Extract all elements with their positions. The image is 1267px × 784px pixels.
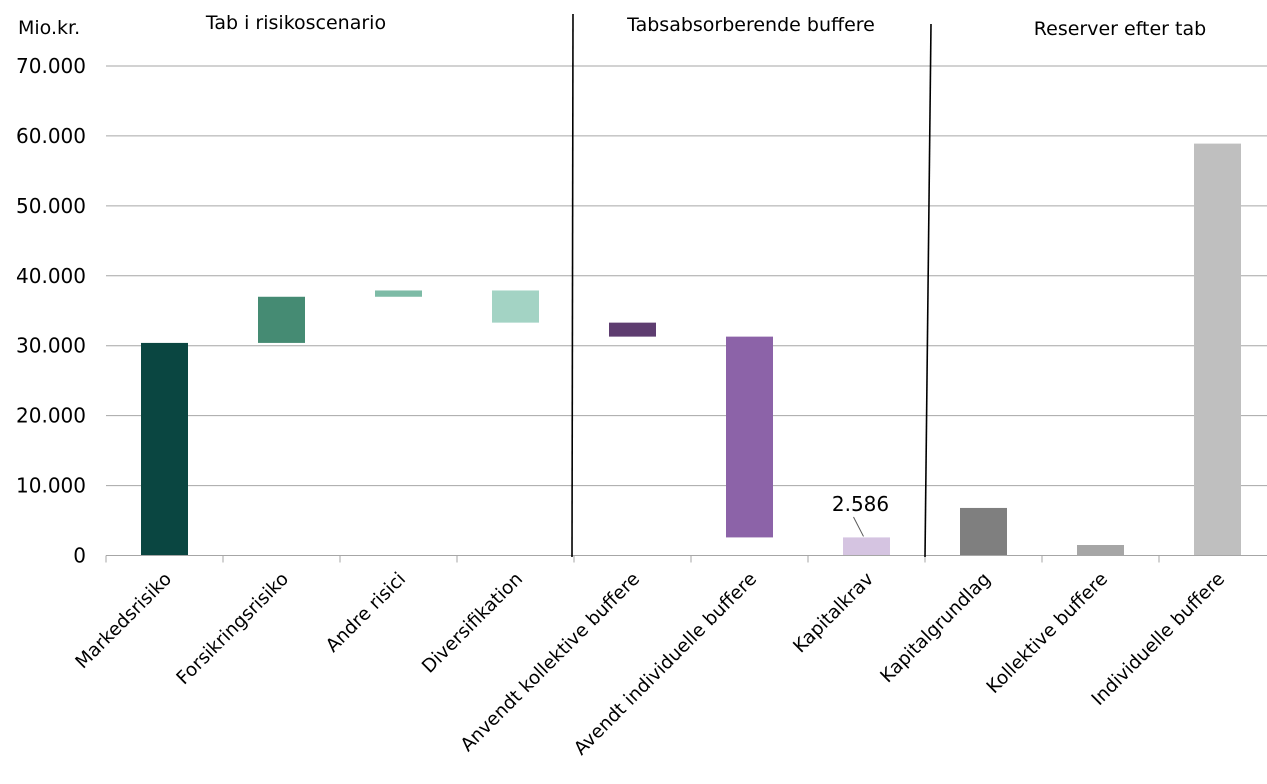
y-tick-label: 30.000 bbox=[16, 334, 86, 358]
bar bbox=[1077, 545, 1124, 556]
gridlines bbox=[106, 65, 1267, 487]
x-category-label: Kollektive buffere bbox=[983, 569, 1112, 698]
y-tick-label: 10.000 bbox=[16, 474, 86, 498]
x-category-label: Kapitalkrav bbox=[789, 569, 878, 658]
section-dividers bbox=[571, 13, 932, 558]
bar bbox=[375, 290, 422, 297]
y-tick-label: 70.000 bbox=[16, 54, 86, 78]
bar bbox=[609, 322, 656, 337]
bar bbox=[141, 342, 188, 556]
y-tick-label: 50.000 bbox=[16, 194, 86, 218]
x-category-label: Markedsrisiko bbox=[72, 569, 176, 673]
section-header: Reserver efter tab bbox=[1034, 18, 1206, 40]
bar bbox=[726, 336, 773, 538]
y-axis-unit-label: Mio.kr. bbox=[18, 17, 80, 39]
section-divider bbox=[924, 23, 932, 558]
data-label: 2.586 bbox=[832, 492, 889, 516]
section-divider bbox=[571, 13, 574, 558]
x-category-label: Individuelle buffere bbox=[1088, 569, 1229, 710]
section-header: Tab i risikoscenario bbox=[205, 12, 386, 34]
y-tick-label: 0 bbox=[73, 544, 86, 568]
section-headers: Tab i risikoscenario Tabsabsorberende buf… bbox=[205, 12, 1206, 40]
annotations: 2.586 bbox=[832, 492, 889, 537]
y-tick-label: 20.000 bbox=[16, 404, 86, 428]
bar bbox=[492, 290, 539, 323]
x-category-label: Andre risici bbox=[322, 569, 410, 657]
section-header: Tabsabsorberende buffere bbox=[626, 14, 875, 36]
x-category-label: Kapitalgrundlag bbox=[877, 569, 995, 687]
bar bbox=[258, 296, 305, 343]
x-category-label: Forsikringsrisiko bbox=[173, 569, 293, 689]
bars bbox=[141, 143, 1241, 556]
y-tick-label: 40.000 bbox=[16, 264, 86, 288]
data-label-leader bbox=[853, 516, 864, 537]
bar bbox=[960, 507, 1007, 556]
bar bbox=[843, 537, 890, 556]
x-axis bbox=[105, 555, 1267, 563]
y-axis-tick-labels: 0 10.000 20.000 30.000 40.000 50.000 60.000 70.… bbox=[16, 54, 86, 568]
x-category-label: Diversifikation bbox=[418, 569, 527, 678]
x-category-label: Avendt individuelle buffere bbox=[570, 569, 761, 760]
bar bbox=[1194, 143, 1241, 556]
y-tick-label: 60.000 bbox=[16, 124, 86, 148]
